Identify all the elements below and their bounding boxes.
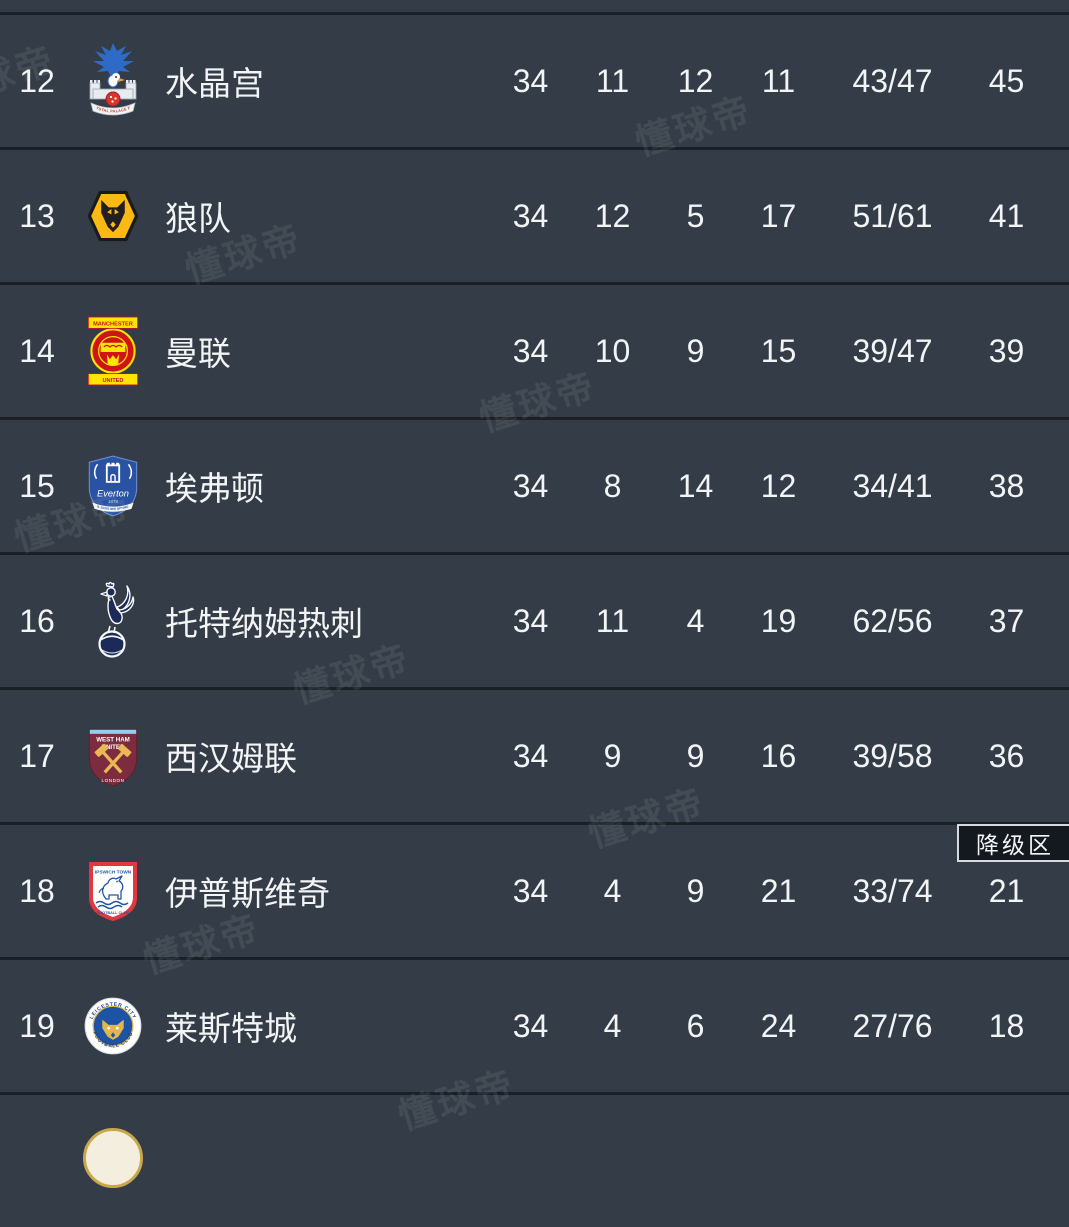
table-row[interactable]: 12 CRYSTAL PALACE F.C. 水晶宫 34 — [0, 12, 1069, 147]
points: 41 — [988, 197, 1025, 234]
ipswich-crest-text-bottom: FOOTBALL CLUB — [97, 911, 129, 915]
wolves-crest-icon — [74, 186, 152, 246]
points: 39 — [988, 332, 1025, 369]
lost: 11 — [761, 62, 796, 99]
goals-for-against: 39/47 — [852, 332, 933, 369]
table-row[interactable]: 15 Everton 1878 NIL SATIS NISI OPTIMUM 埃… — [0, 417, 1069, 552]
goals-for-against: 27/76 — [852, 1007, 933, 1044]
won: 4 — [603, 1007, 622, 1044]
goals-for-against: 33/74 — [852, 872, 933, 909]
crystal-palace-crest-icon: CRYSTAL PALACE F.C. — [74, 41, 152, 121]
goals-for-against: 43/47 — [852, 62, 933, 99]
drawn: 5 — [686, 197, 705, 234]
lost: 21 — [760, 872, 797, 909]
drawn: 9 — [686, 332, 705, 369]
team-name: 埃弗顿 — [165, 470, 264, 507]
points: 37 — [988, 602, 1025, 639]
man-united-crest-text-top: MANCHESTER — [93, 321, 133, 327]
west-ham-crest-text-2: UNITED — [102, 744, 126, 751]
lost: 15 — [760, 332, 797, 369]
won: 9 — [603, 737, 622, 774]
west-ham-crest-icon: WEST HAM UNITED LONDON — [74, 723, 152, 789]
goals-for-against: 51/61 — [852, 197, 933, 234]
table-row[interactable]: 14 MANCHESTER UNITED 曼联 34 10 9 15 39/47… — [0, 282, 1069, 417]
everton-crest-text: Everton — [97, 488, 129, 498]
relegation-zone-badge: 降级区 — [957, 824, 1069, 862]
everton-crest-year: 1878 — [108, 499, 119, 504]
drawn: 6 — [686, 1007, 705, 1044]
won: 10 — [594, 332, 631, 369]
drawn: 14 — [677, 467, 714, 504]
rank: 13 — [19, 197, 55, 234]
points: 21 — [988, 872, 1025, 909]
rank: 18 — [19, 872, 55, 909]
played: 34 — [512, 872, 549, 909]
table-row[interactable]: 17 WEST HAM UNITED LOND — [0, 687, 1069, 822]
played: 34 — [512, 737, 549, 774]
lost: 19 — [760, 602, 797, 639]
ipswich-crest-icon: IPSWICH TOWN FOOTBALL CLUB — [74, 858, 152, 924]
table-row[interactable]: 13 狼队 34 12 5 17 51/61 41 — [0, 147, 1069, 282]
drawn: 9 — [686, 737, 705, 774]
rank: 17 — [19, 737, 55, 774]
west-ham-crest-text-1: WEST HAM — [96, 737, 130, 744]
played: 34 — [512, 197, 549, 234]
team-name: 狼队 — [165, 200, 231, 237]
played: 34 — [512, 62, 549, 99]
won: 8 — [603, 467, 622, 504]
tottenham-crest-icon — [74, 581, 152, 661]
goals-for-against: 39/58 — [852, 737, 933, 774]
everton-crest-icon: Everton 1878 NIL SATIS NISI OPTIMUM — [74, 453, 152, 519]
points: 38 — [988, 467, 1025, 504]
table-row[interactable]: 18 IPSWICH TOWN FOOTBALL CLUB 伊普斯维奇 34 4… — [0, 822, 1069, 957]
rank: 19 — [19, 1007, 55, 1044]
rank: 14 — [19, 332, 55, 369]
partial-crest-icon — [74, 1095, 152, 1227]
won: 11 — [595, 62, 630, 99]
won: 4 — [603, 872, 622, 909]
table-row-partial[interactable] — [0, 1092, 1069, 1227]
team-name: 水晶宫 — [165, 65, 264, 102]
drawn: 12 — [677, 62, 714, 99]
goals-for-against: 62/56 — [852, 602, 933, 639]
west-ham-crest-text-3: LONDON — [102, 778, 125, 783]
lost: 12 — [760, 467, 797, 504]
points: 45 — [988, 62, 1025, 99]
team-name: 莱斯特城 — [165, 1010, 297, 1047]
team-name: 伊普斯维奇 — [165, 875, 330, 912]
leicester-crest-icon: LEICESTER CITY FOOTBALL CLUB — [74, 996, 152, 1056]
played: 34 — [512, 332, 549, 369]
team-name: 曼联 — [165, 335, 231, 372]
table-row[interactable]: 19 LEICESTER CITY FOOTBALL CLUB 莱斯特城 34 … — [0, 957, 1069, 1092]
team-name: 西汉姆联 — [165, 740, 297, 777]
ipswich-crest-text-top: IPSWICH TOWN — [95, 870, 132, 876]
rank: 12 — [19, 62, 55, 99]
rank: 16 — [19, 602, 55, 639]
lost: 16 — [760, 737, 797, 774]
man-united-crest-text-bottom: UNITED — [103, 378, 124, 384]
goals-for-against: 34/41 — [852, 467, 933, 504]
drawn: 4 — [686, 602, 705, 639]
won: 12 — [594, 197, 631, 234]
lost: 24 — [760, 1007, 797, 1044]
man-united-crest-icon: MANCHESTER UNITED — [74, 315, 152, 387]
won: 11 — [595, 602, 630, 639]
played: 34 — [512, 1007, 549, 1044]
drawn: 9 — [686, 872, 705, 909]
team-name: 托特纳姆热刺 — [165, 605, 363, 642]
lost: 17 — [760, 197, 797, 234]
table-row[interactable]: 16 托特纳姆热刺 34 11 4 19 — [0, 552, 1069, 687]
points: 18 — [988, 1007, 1025, 1044]
points: 36 — [988, 737, 1025, 774]
rank: 15 — [19, 467, 55, 504]
previous-row-remnant — [0, 0, 1069, 12]
played: 34 — [512, 467, 549, 504]
played: 34 — [512, 602, 549, 639]
